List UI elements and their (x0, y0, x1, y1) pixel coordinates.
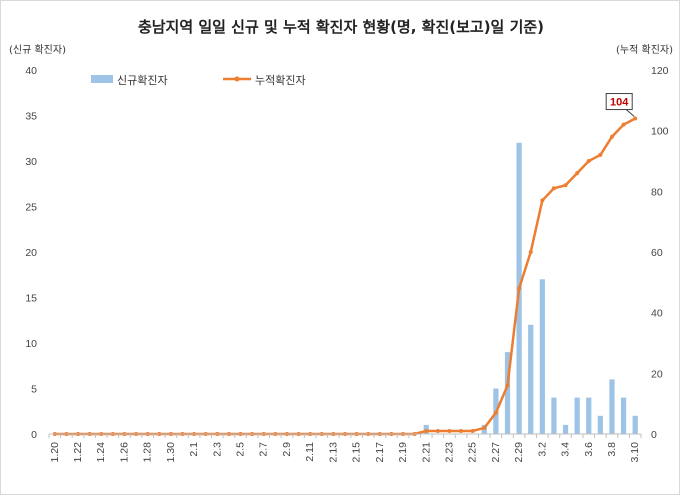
x-tick-label: 1.28 (142, 442, 154, 463)
y-tick-label: 30 (25, 156, 37, 168)
point-2.23 (447, 428, 452, 433)
y2-tick-label: 20 (651, 368, 663, 380)
point-2.22 (435, 428, 440, 433)
y-tick-label: 25 (25, 202, 37, 214)
point-3.6 (586, 159, 591, 163)
x-tick-label: 2.5 (235, 442, 247, 457)
x-tick-label: 1.30 (165, 442, 177, 463)
x-tick-label: 1.26 (118, 442, 130, 463)
legend: 신규확진자 누적확진자 (91, 74, 306, 87)
line-series (52, 116, 638, 436)
x-tick-label: 2.7 (258, 442, 270, 457)
y-tick-label: 10 (25, 338, 37, 350)
x-tick-label: 1.24 (95, 442, 107, 463)
right-axis-title: (누적 확진자) (616, 44, 673, 56)
bar-3.1 (528, 324, 534, 434)
y-tick-label: 35 (25, 111, 37, 123)
x-tick-label: 2.29 (513, 442, 525, 463)
point-2.21 (424, 428, 429, 433)
callout-label: 104 (610, 97, 629, 109)
x-tick-label: 3.8 (606, 442, 618, 457)
x-tick-label: 2.27 (490, 442, 502, 463)
bar-3.2 (539, 279, 545, 434)
x-tick-label: 2.17 (374, 442, 386, 463)
x-tick-label: 2.21 (420, 442, 432, 463)
callout: 104 (605, 93, 635, 117)
legend-line-marker (234, 76, 240, 82)
point-3.2 (540, 198, 545, 203)
y2-tick-label: 0 (651, 429, 657, 441)
y-tick-label: 20 (25, 247, 37, 259)
point-3.10 (633, 116, 638, 121)
left-tick-labels: 0 5 10 15 20 25 30 35 40 (25, 65, 37, 441)
bar-3.4 (562, 424, 569, 434)
y2-tick-label: 120 (651, 65, 669, 77)
legend-label-cumulative: 누적확진자 (255, 74, 306, 87)
point-2.25 (470, 428, 475, 433)
y2-tick-label: 100 (651, 126, 669, 138)
point-3.1 (528, 250, 533, 254)
x-tick-label: 2.15 (351, 442, 363, 463)
point-2.26 (482, 425, 487, 430)
bar-3.6 (586, 397, 592, 434)
x-tick-label: 2.13 (327, 442, 339, 463)
y2-tick-label: 40 (651, 308, 663, 320)
bar-3.8 (609, 379, 615, 434)
callout-box (605, 93, 633, 111)
bar-3.5 (574, 397, 580, 434)
x-tick-label: 2.19 (397, 442, 409, 463)
point-2.29 (517, 286, 522, 291)
x-tick-label: 2.11 (304, 442, 316, 462)
x-tick-labels: 1.20 1.22 1.24 1.26 1.28 1.30 2.1 2.3 2.5 2.7 2.9 2… (49, 442, 641, 463)
x-tick-label: 1.20 (49, 442, 61, 463)
x-tick-label: 3.6 (583, 442, 595, 457)
point-3.4 (563, 183, 568, 188)
x-tick-label: 2.3 (211, 442, 223, 457)
y-tick-label: 5 (31, 384, 37, 396)
bar-3.3 (551, 397, 557, 434)
legend-label-new: 신규확진자 (117, 74, 168, 87)
axes (48, 433, 642, 438)
y-tick-label: 15 (25, 293, 37, 305)
x-tick-label: 1.22 (72, 442, 84, 463)
cumulative-line (54, 117, 636, 436)
left-axis-title: (신규 확진자) (9, 44, 66, 56)
point-3.8 (609, 134, 614, 139)
point-3.3 (551, 186, 556, 191)
x-tick-label: 3.10 (629, 442, 641, 463)
callout-leader (625, 109, 635, 117)
x-tick-label: 3.4 (560, 442, 572, 457)
y-tick-label: 0 (31, 429, 37, 441)
y2-tick-label: 60 (651, 247, 663, 259)
bar-2.28 (504, 352, 511, 434)
x-tick-label: 2.9 (281, 442, 293, 457)
point-2.28 (505, 383, 510, 388)
right-tick-labels: 0 20 40 60 80 100 120 (651, 65, 669, 441)
x-tick-label: 3.2 (536, 442, 548, 457)
point-2.24 (459, 428, 464, 433)
bar-3.9 (620, 397, 627, 434)
x-tick-label: 2.1 (188, 442, 200, 457)
legend-bar-swatch (91, 75, 113, 83)
bar-3.7 (597, 415, 603, 434)
y-tick-label: 40 (25, 65, 37, 77)
y2-tick-label: 80 (651, 186, 663, 198)
point-3.9 (621, 122, 626, 127)
bar-series (423, 142, 638, 435)
bar-3.10 (632, 415, 638, 434)
point-3.7 (598, 152, 603, 157)
x-tick-label: 2.25 (467, 442, 479, 463)
point-2.27 (493, 410, 498, 415)
x-tick-label: 2.23 (443, 442, 455, 463)
chart-title: 충남지역 일일 신규 및 누적 확진자 현황(명, 확진(보고)일 기준) (138, 18, 544, 36)
point-3.5 (575, 171, 580, 176)
